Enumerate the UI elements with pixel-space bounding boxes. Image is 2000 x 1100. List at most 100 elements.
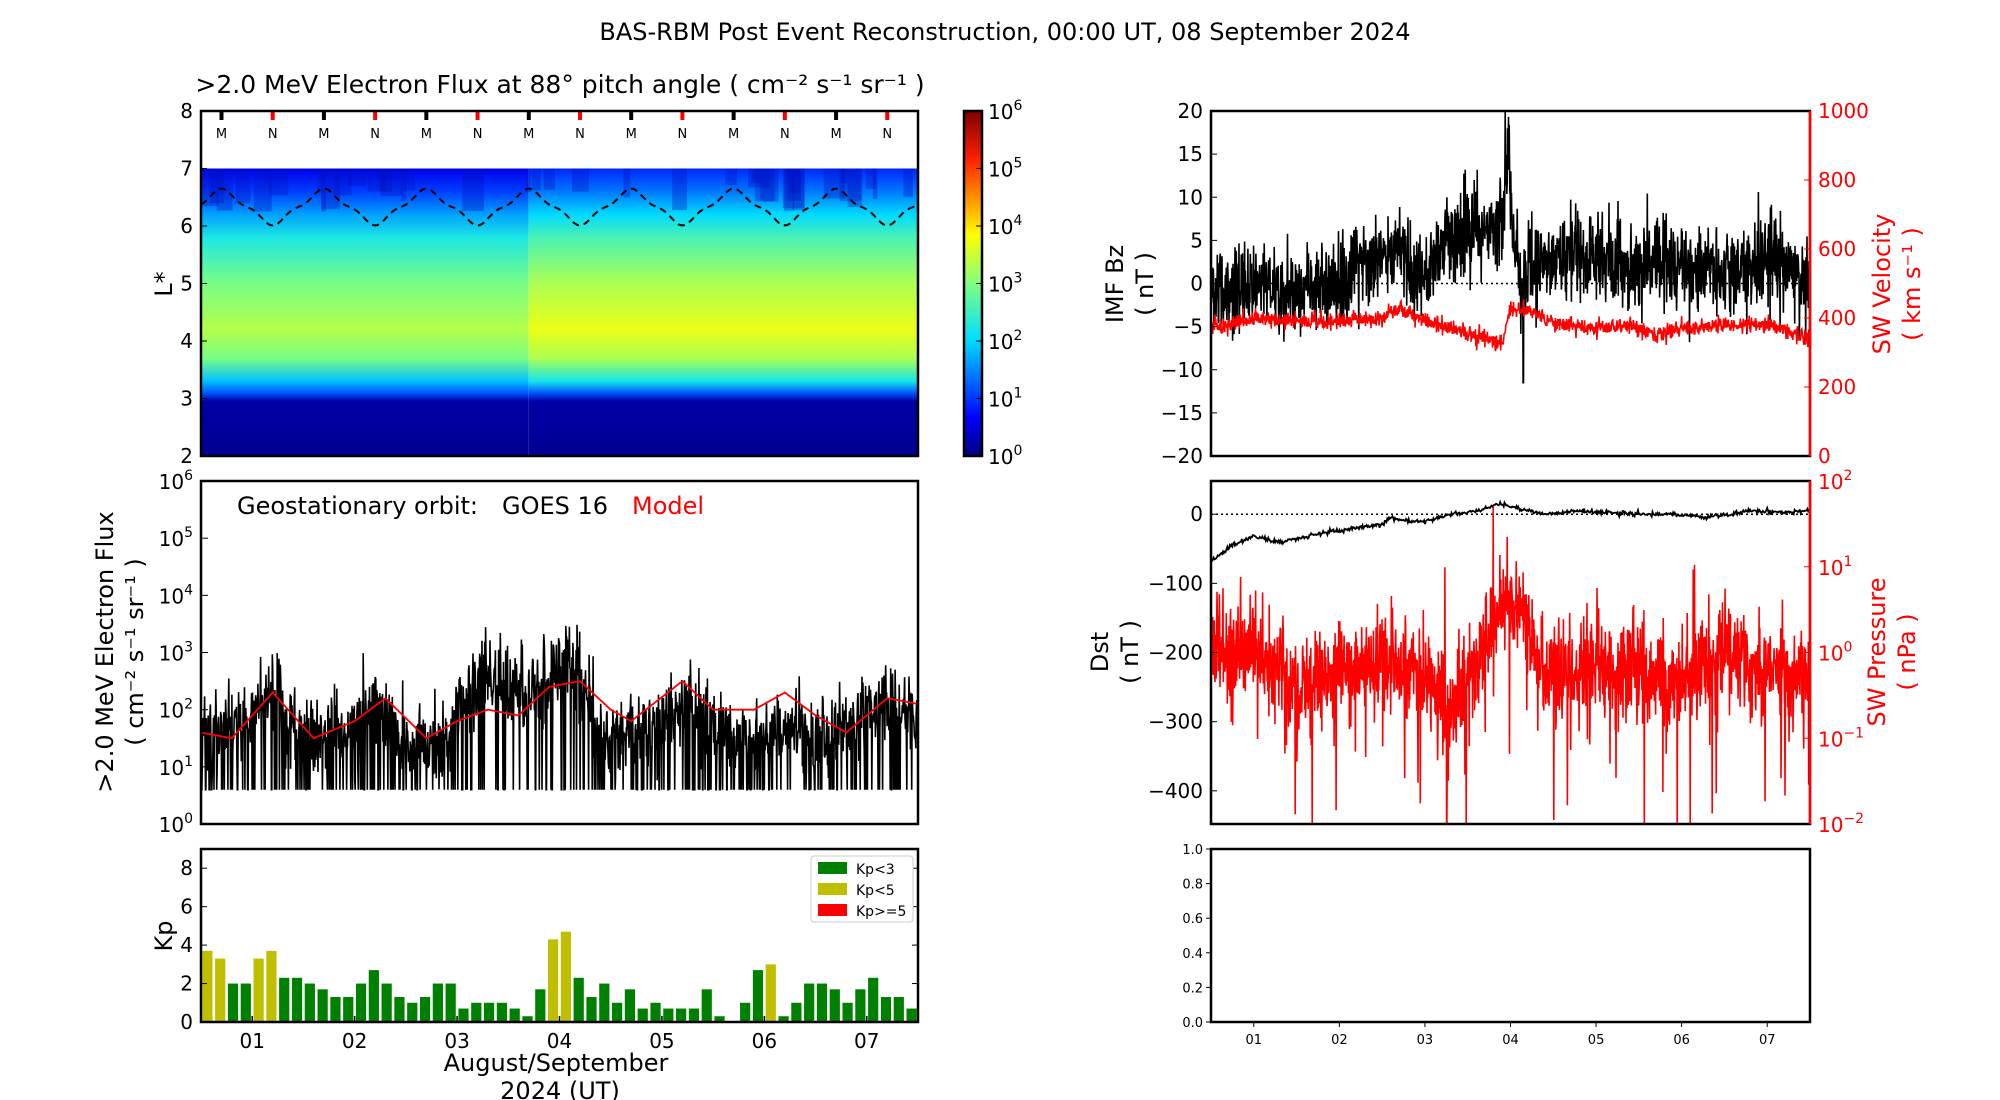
lstar-heatmap-panel: M N M N M N M N M N M N M N 2 3 4 5 6 7 8 — [180, 99, 920, 468]
kp-bar — [432, 983, 443, 1022]
lstar-frame — [199, 109, 920, 458]
kp-bar — [714, 1016, 725, 1022]
kp-bar — [663, 1008, 674, 1022]
heatmap-streak — [751, 168, 761, 183]
heatmap-streak — [235, 168, 251, 204]
heatmap-streak — [379, 168, 392, 192]
y-tick-label-right: 101 — [1818, 554, 1852, 580]
kp-bar — [842, 1002, 853, 1022]
kp-bar — [829, 989, 840, 1022]
legend-label: Kp<3 — [856, 862, 895, 878]
x-tick-label: 06 — [1673, 1033, 1690, 1048]
marker-label: N — [370, 127, 380, 142]
legend-swatch — [818, 862, 847, 874]
heatmap-streak — [865, 168, 877, 189]
heatmap-streak — [462, 168, 484, 211]
marker-label: N — [575, 127, 585, 142]
bz-ylabel-1: IMF Bz — [1101, 245, 1129, 323]
kp-bar — [778, 1016, 789, 1022]
x-tick-label: 05 — [649, 1029, 674, 1053]
kp-legend: Kp<3 Kp<5 Kp>=5 — [810, 855, 914, 923]
heatmap-streak — [317, 168, 322, 194]
velocity-ylabel-1: SW Velocity — [1868, 214, 1896, 355]
dst-ylabel-2: ( nT ) — [1116, 620, 1144, 684]
kp-bar — [535, 989, 546, 1022]
heatmap-streak — [333, 168, 352, 196]
kp-bar — [330, 997, 341, 1022]
heatmap-streak — [321, 168, 341, 210]
geo-ylabel-2: ( cm⁻² s⁻¹ sr⁻¹ ) — [121, 558, 149, 746]
kp-bar — [637, 1008, 648, 1022]
y-tick-label: −200 — [1148, 641, 1203, 665]
marker-label: M — [318, 127, 329, 142]
x-tick-label: 03 — [1417, 1033, 1434, 1048]
y-tick-label: 8 — [180, 99, 193, 123]
y-tick-label: 10 — [1178, 185, 1203, 209]
lstar-title: >2.0 MeV Electron Flux at 88° pitch angl… — [195, 70, 924, 99]
kp-bar — [650, 1002, 661, 1022]
y-tick-label: −5 — [1174, 315, 1203, 339]
pressure-ylabel-2: ( nPa ) — [1893, 613, 1921, 690]
y-tick-label: 106 — [159, 468, 193, 494]
heatmap-streak — [367, 168, 386, 192]
heatmap-streak — [823, 168, 845, 199]
x-tick-label: 04 — [1502, 1033, 1519, 1048]
kp-bar — [880, 997, 892, 1022]
kp-bar — [253, 958, 264, 1022]
x-axis-label-1: August/September — [444, 1049, 669, 1077]
heatmap-streak — [623, 168, 631, 198]
heatmap-streak — [725, 168, 737, 186]
heatmap-streak — [787, 168, 801, 193]
marker-label: N — [780, 127, 790, 142]
y-tick-label: 8 — [180, 856, 193, 880]
kp-bar — [483, 1002, 495, 1022]
y-tick-label-right: 800 — [1818, 168, 1856, 192]
kp-bar — [509, 1008, 520, 1022]
heatmap-streak — [209, 168, 225, 204]
y-tick-label: 2 — [180, 444, 193, 468]
y-tick-label: 15 — [1178, 142, 1203, 166]
model-flux-line — [200, 679, 919, 740]
colorbar-tick-label: 104 — [988, 213, 1022, 239]
x-tick-label: 06 — [752, 1029, 777, 1053]
geo-annotation-orbit: Geostationary orbit: — [237, 492, 478, 520]
kp-bar — [355, 983, 367, 1022]
geo-flux-panel: 100 101 102 103 104 105 106 — [159, 468, 920, 837]
figure-title: BAS-RBM Post Event Reconstruction, 00:00… — [599, 18, 1410, 46]
y-tick-label-right: 100 — [1818, 640, 1852, 666]
y-tick-label: −100 — [1148, 571, 1203, 595]
heatmap-region-before — [201, 168, 529, 456]
y-tick-label: 3 — [180, 387, 193, 411]
kp-bar — [291, 977, 303, 1022]
heatmap-streak — [672, 168, 687, 211]
x-tick-label: 04 — [547, 1029, 572, 1053]
goes16-flux-line — [201, 624, 919, 791]
heatmap-streak — [202, 168, 219, 207]
colorbar-tick-label: 106 — [988, 98, 1022, 124]
heatmap-streak — [786, 168, 801, 201]
marker-label: M — [626, 127, 637, 142]
kp-bar — [804, 983, 815, 1022]
y-tick-label: −10 — [1161, 358, 1203, 382]
kp-bar — [701, 989, 712, 1022]
kp-bar — [573, 977, 584, 1022]
y-tick-label: 5 — [180, 272, 193, 296]
lstar-ylabel: L* — [150, 271, 178, 296]
y-tick-label: −20 — [1161, 444, 1203, 468]
heatmap-streak — [572, 168, 589, 192]
bz-ylabel-2: ( nT ) — [1131, 252, 1159, 316]
heatmap-streak — [792, 168, 805, 211]
y-tick-label-right: 0 — [1818, 444, 1831, 468]
marker-label: M — [523, 127, 534, 142]
kp-frame — [199, 847, 920, 1024]
colorbar-tick-label: 102 — [988, 328, 1022, 354]
kp-bar — [791, 1002, 802, 1022]
kp-bar — [266, 950, 277, 1022]
y-tick-label: 105 — [159, 525, 193, 551]
y-tick-label: 0 — [1190, 502, 1203, 526]
kp-bar — [893, 997, 904, 1022]
legend-swatch — [818, 883, 847, 895]
sw-pressure-line — [1210, 506, 1811, 825]
heatmap-region-after — [528, 168, 918, 456]
